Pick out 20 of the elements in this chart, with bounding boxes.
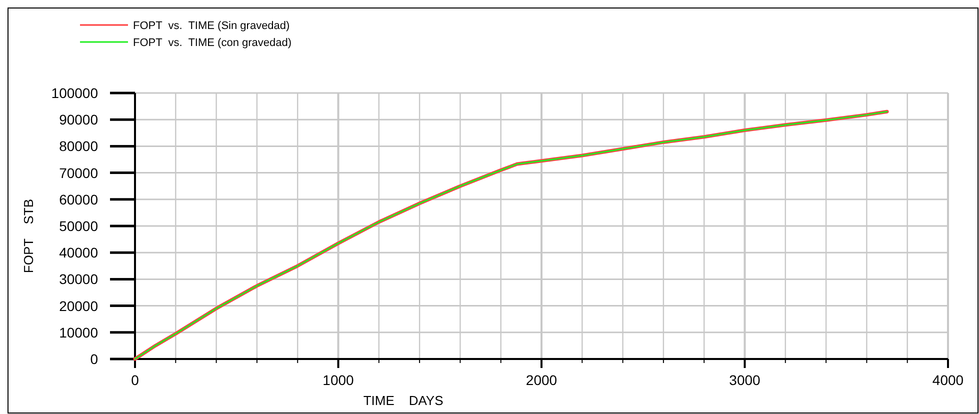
y-tick-label: 20000 [59,298,98,314]
legend-label: FOPT vs. TIME (Sin gravedad) [133,20,290,32]
x-axis-title: TIME DAYS [363,393,444,408]
legend-label: FOPT vs. TIME (con gravedad) [133,37,292,49]
y-tick-label: 50000 [59,218,98,234]
x-tick-label: 3000 [729,372,761,388]
y-tick-label: 60000 [59,191,98,208]
y-tick-label: 100000 [51,85,98,101]
y-tick-label: 90000 [59,112,98,128]
y-tick-label: 70000 [59,164,98,181]
x-tick-label: 2000 [526,372,558,388]
y-tick-label: 0 [90,351,98,367]
y-tick-label: 10000 [59,324,98,340]
x-tick-label: 0 [131,372,140,388]
y-tick-label: 80000 [59,138,98,154]
x-tick-label: 1000 [322,372,354,388]
y-axis-title: FOPT STB [21,198,36,274]
y-tick-label: 40000 [59,244,98,261]
x-tick-label: 4000 [932,372,964,388]
y-tick-label: 30000 [59,271,98,288]
